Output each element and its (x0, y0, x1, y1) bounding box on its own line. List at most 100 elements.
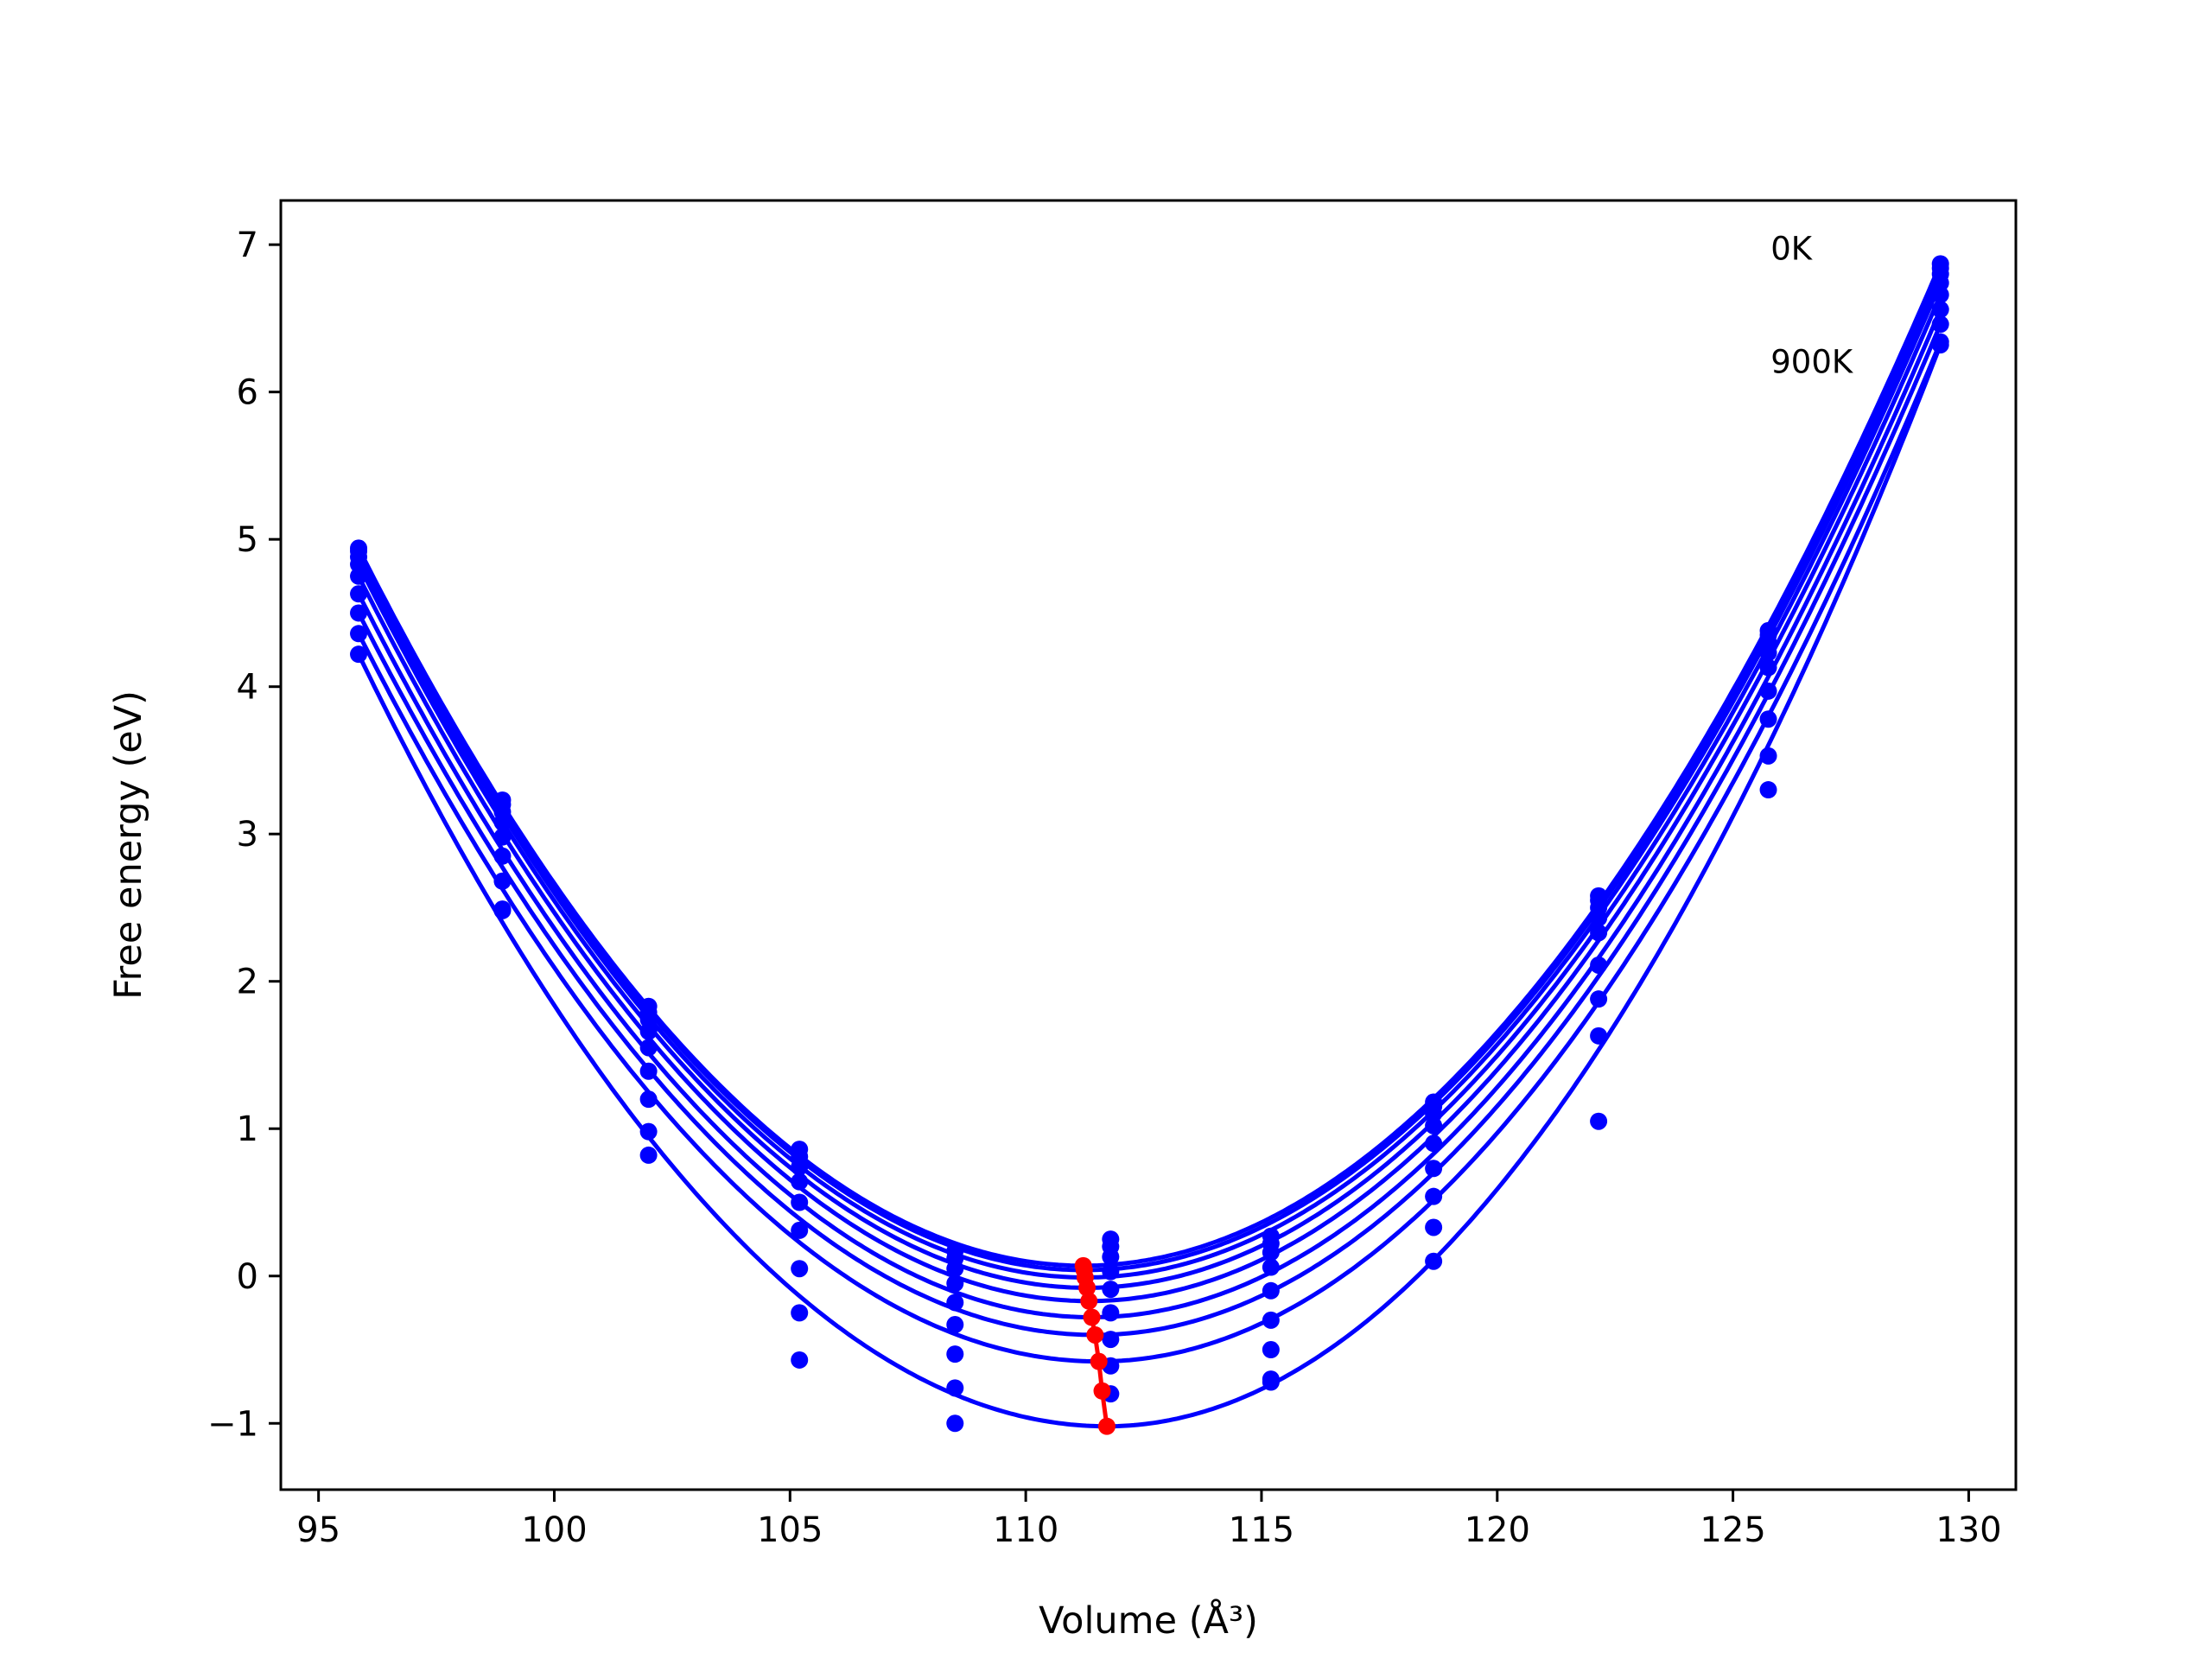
data-point (946, 1345, 964, 1363)
x-axis-ticks: 95 100 105 110 115 120 125 130 (296, 1490, 2002, 1550)
data-point (639, 1090, 658, 1109)
data-point (1759, 658, 1777, 677)
data-point (350, 625, 368, 643)
data-point (639, 1146, 658, 1164)
data-point (1590, 990, 1608, 1008)
x-axis-label: Volume (Å³) (1039, 1599, 1258, 1643)
y-tick-label: −1 (207, 1404, 258, 1444)
data-point (791, 1260, 809, 1278)
data-point (639, 1039, 658, 1057)
fit-curve-2 (356, 273, 1942, 1281)
minimum-point (1086, 1325, 1104, 1344)
fit-curve-1 (356, 267, 1942, 1273)
x-tick-label: 120 (1465, 1510, 1530, 1550)
data-point (1425, 1187, 1443, 1205)
minimum-point (1083, 1308, 1101, 1326)
y-tick-label: 2 (237, 963, 258, 1002)
data-point (639, 1062, 658, 1080)
data-point (791, 1173, 809, 1191)
fit-curves (356, 263, 1943, 1429)
x-tick-label: 105 (757, 1510, 823, 1550)
data-point (493, 847, 512, 865)
y-tick-label: 4 (237, 668, 258, 708)
data-point (1590, 1027, 1608, 1045)
data-point (1759, 747, 1777, 765)
data-point (1102, 1331, 1120, 1349)
data-point (1759, 710, 1777, 728)
data-point (946, 1294, 964, 1312)
data-point (1262, 1258, 1280, 1276)
x-tick-label: 125 (1700, 1510, 1765, 1550)
data-point (1102, 1304, 1120, 1322)
data-point (1102, 1281, 1120, 1299)
data-point (1759, 644, 1777, 662)
data-point (1262, 1373, 1280, 1391)
data-point (1759, 682, 1777, 700)
data-point (1425, 1116, 1443, 1135)
data-point (350, 604, 368, 622)
data-point (1425, 1160, 1443, 1178)
data-point (791, 1193, 809, 1211)
data-point (493, 901, 512, 919)
fit-curve-3 (356, 282, 1942, 1290)
data-point (493, 813, 512, 831)
data-point (1262, 1311, 1280, 1329)
fit-curve-5 (356, 308, 1943, 1319)
x-tick-label: 100 (521, 1510, 587, 1550)
data-point (1590, 909, 1608, 927)
x-tick-label: 95 (296, 1510, 340, 1550)
data-point (791, 1351, 809, 1369)
minima-path (1074, 1256, 1116, 1435)
data-point (1590, 956, 1608, 974)
data-point (350, 567, 368, 585)
y-axis-label: Free energy (eV) (107, 690, 150, 1000)
fit-curve-4 (356, 294, 1943, 1304)
data-point (1425, 1252, 1443, 1270)
data-point (639, 1122, 658, 1141)
minimum-point (1080, 1292, 1098, 1310)
y-tick-label: 5 (237, 520, 258, 560)
y-tick-label: 6 (237, 373, 258, 413)
data-point (1425, 1135, 1443, 1153)
data-point (1425, 1218, 1443, 1236)
data-point (791, 1158, 809, 1176)
x-tick-label: 130 (1936, 1510, 2001, 1550)
data-point (791, 1221, 809, 1239)
y-tick-label: 3 (237, 815, 258, 855)
annotation-900k: 900K (1770, 344, 1854, 381)
plot-area (281, 200, 2016, 1490)
data-point (350, 585, 368, 603)
data-point (1590, 924, 1608, 942)
data-point (1931, 315, 1949, 334)
x-tick-label: 110 (993, 1510, 1058, 1550)
data-point (1102, 1248, 1120, 1266)
data-point (946, 1274, 964, 1293)
y-tick-label: 0 (237, 1257, 258, 1297)
fit-curve-8 (356, 344, 1943, 1429)
minimum-point (1097, 1417, 1116, 1435)
data-point (493, 872, 512, 890)
data-point (1931, 301, 1949, 319)
data-point (493, 828, 512, 846)
fit-curve-6 (356, 323, 1943, 1338)
y-axis-ticks: −1 0 1 2 3 4 5 6 7 (207, 226, 281, 1444)
y-tick-label: 7 (237, 226, 258, 265)
data-point (946, 1379, 964, 1397)
data-point (1262, 1281, 1280, 1300)
minimum-point (1093, 1382, 1111, 1400)
data-point (1759, 781, 1777, 799)
data-points (350, 255, 1949, 1433)
x-tick-label: 115 (1229, 1510, 1294, 1550)
data-point (350, 645, 368, 664)
data-point (791, 1304, 809, 1322)
minimum-point (1078, 1279, 1096, 1297)
data-point (946, 1316, 964, 1334)
y-tick-label: 1 (237, 1109, 258, 1149)
data-point (1931, 286, 1949, 304)
data-point (1262, 1243, 1280, 1262)
plot-frame (279, 199, 2018, 1491)
data-point (1590, 1112, 1608, 1130)
data-point (639, 1022, 658, 1040)
data-point (1102, 1262, 1120, 1281)
